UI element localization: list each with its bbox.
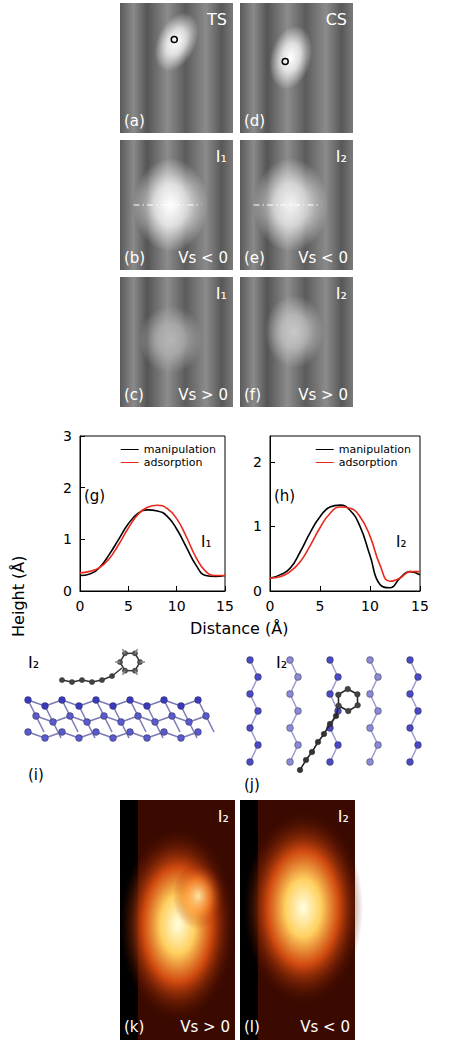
svg-text:0: 0 bbox=[63, 583, 72, 599]
svg-text:Vs > 0: Vs > 0 bbox=[298, 386, 348, 404]
svg-text:I₂: I₂ bbox=[396, 533, 406, 551]
svg-text:(i): (i) bbox=[28, 766, 44, 784]
svg-text:1: 1 bbox=[63, 531, 72, 547]
svg-text:Height (Å): Height (Å) bbox=[9, 556, 28, 637]
svg-text:Vs < 0: Vs < 0 bbox=[300, 1018, 350, 1036]
svg-text:2: 2 bbox=[63, 480, 72, 496]
svg-text:(a): (a) bbox=[124, 112, 145, 130]
svg-text:(g): (g) bbox=[84, 487, 105, 505]
svg-text:I₁: I₁ bbox=[216, 284, 227, 303]
svg-text:I₂: I₂ bbox=[276, 653, 287, 672]
svg-text:I₁: I₁ bbox=[201, 533, 211, 551]
svg-text:manipulation: manipulation bbox=[144, 443, 216, 456]
svg-text:I₁: I₁ bbox=[216, 147, 227, 166]
svg-text:10: 10 bbox=[168, 598, 186, 614]
svg-text:I₂: I₂ bbox=[336, 147, 347, 166]
svg-text:I₂: I₂ bbox=[336, 284, 347, 303]
svg-text:Vs > 0: Vs > 0 bbox=[178, 386, 228, 404]
svg-text:0: 0 bbox=[76, 598, 85, 614]
svg-text:2: 2 bbox=[253, 454, 262, 470]
svg-text:I₂: I₂ bbox=[218, 807, 229, 826]
svg-text:10: 10 bbox=[361, 598, 379, 614]
svg-text:3: 3 bbox=[63, 428, 72, 444]
svg-text:TS: TS bbox=[206, 10, 227, 29]
svg-text:15: 15 bbox=[411, 598, 429, 614]
svg-text:(d): (d) bbox=[244, 112, 265, 130]
svg-text:(k): (k) bbox=[124, 1018, 144, 1036]
svg-text:0: 0 bbox=[253, 583, 262, 599]
svg-text:I₂: I₂ bbox=[28, 653, 39, 672]
svg-text:(f): (f) bbox=[244, 386, 261, 404]
svg-text:15: 15 bbox=[216, 598, 234, 614]
svg-text:CS: CS bbox=[326, 10, 347, 29]
svg-text:(j): (j) bbox=[244, 776, 260, 794]
svg-text:5: 5 bbox=[124, 598, 133, 614]
svg-text:5: 5 bbox=[316, 598, 325, 614]
svg-text:manipulation: manipulation bbox=[339, 443, 411, 456]
svg-text:(l): (l) bbox=[244, 1018, 260, 1036]
svg-text:Vs > 0: Vs > 0 bbox=[180, 1018, 230, 1036]
svg-text:(h): (h) bbox=[274, 487, 295, 505]
svg-text:I₂: I₂ bbox=[338, 807, 349, 826]
svg-text:1: 1 bbox=[253, 518, 262, 534]
svg-text:Vs < 0: Vs < 0 bbox=[178, 249, 228, 267]
svg-text:adsorption: adsorption bbox=[144, 456, 203, 469]
svg-text:Distance (Å): Distance (Å) bbox=[190, 619, 288, 638]
svg-text:(c): (c) bbox=[124, 386, 144, 404]
svg-text:(b): (b) bbox=[124, 249, 145, 267]
svg-text:0: 0 bbox=[266, 598, 275, 614]
svg-text:Vs < 0: Vs < 0 bbox=[298, 249, 348, 267]
svg-text:adsorption: adsorption bbox=[339, 456, 398, 469]
svg-text:(e): (e) bbox=[244, 249, 265, 267]
